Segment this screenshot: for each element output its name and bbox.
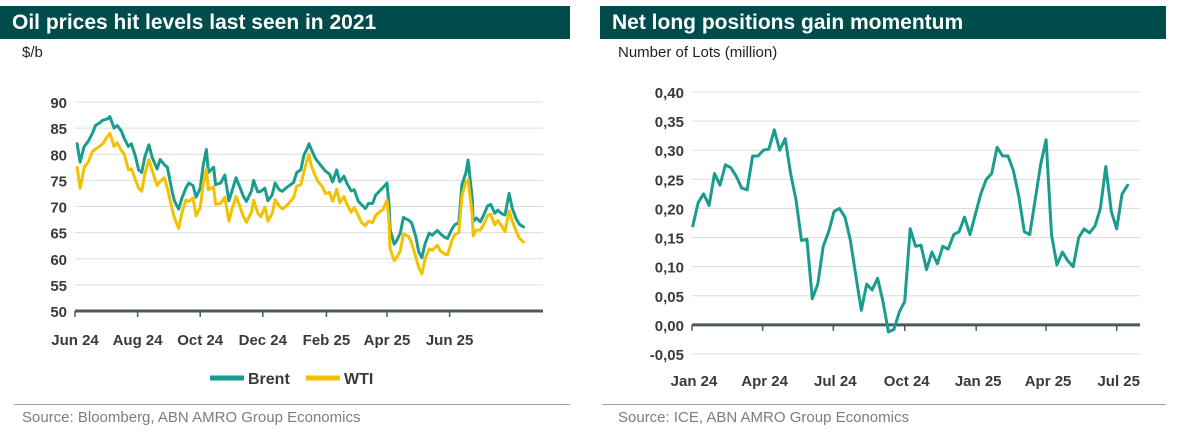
x-tick-label: Aug 24 xyxy=(113,332,164,349)
y-tick-label: 90 xyxy=(50,95,67,112)
y-tick-label: 60 xyxy=(50,252,67,269)
x-tick-label: Apr 25 xyxy=(364,332,411,349)
x-tick-label: Feb 25 xyxy=(303,332,351,349)
x-tick-label: Apr 25 xyxy=(1025,373,1072,390)
source-note: Source: ICE, ABN AMRO Group Economics xyxy=(618,409,909,426)
oil-price-chart: 90 85 80 75 70 65 60 55 50 Jun 24 Aug 24 Oct 24 Dec … xyxy=(50,95,543,388)
y-tick-label: 65 xyxy=(50,226,67,243)
y-tick-label: 0,35 xyxy=(655,114,684,131)
y-axis-unit: $/b xyxy=(22,44,43,61)
x-tick-label: Jul 24 xyxy=(814,373,857,390)
source-note: Source: Bloomberg, ABN AMRO Group Econom… xyxy=(22,409,361,426)
x-tick-label: Jun 24 xyxy=(51,332,99,349)
y-tick-label: 70 xyxy=(50,200,67,217)
y-tick-label: 0,30 xyxy=(655,143,684,160)
legend-label: Brent xyxy=(248,371,290,388)
x-tick-label: Jan 24 xyxy=(671,373,718,390)
y-tick-label: 75 xyxy=(50,173,67,190)
y-tick-label: 85 xyxy=(50,121,67,138)
x-tick-label: Oct 24 xyxy=(177,332,224,349)
x-tick-label: Jun 25 xyxy=(426,332,474,349)
left-chart-panel: Oil prices hit levels last seen in 2021 … xyxy=(0,0,580,433)
legend-label: WTI xyxy=(344,371,373,388)
series-line-brent xyxy=(75,115,525,260)
source-divider xyxy=(14,404,570,405)
chart-title: Oil prices hit levels last seen in 2021 xyxy=(0,6,570,39)
y-tick-label: 0,10 xyxy=(655,260,684,277)
y-tick-label: 0,05 xyxy=(655,289,684,306)
x-tick-label: Jan 25 xyxy=(955,373,1002,390)
y-tick-label: 55 xyxy=(50,278,67,295)
y-tick-label: 0,20 xyxy=(655,201,684,218)
source-divider xyxy=(602,404,1166,405)
y-tick-label: 80 xyxy=(50,147,67,164)
net-long-positions-chart: 0,40 0,35 0,30 0,25 0,20 0,15 0,10 0,05 0,00 -0,0… xyxy=(650,85,1140,390)
x-tick-label: Oct 24 xyxy=(884,373,931,390)
y-tick-label: 0,00 xyxy=(655,318,684,335)
y-tick-label: 0,15 xyxy=(655,231,684,248)
y-axis-unit: Number of Lots (million) xyxy=(618,44,778,61)
y-tick-label: 50 xyxy=(50,304,67,321)
series-line-wti xyxy=(75,131,525,276)
series-line-net-long xyxy=(691,128,1130,334)
chart-title: Net long positions gain momentum xyxy=(600,6,1166,39)
y-tick-label: 0,40 xyxy=(655,85,684,102)
y-tick-label: 0,25 xyxy=(655,172,684,189)
right-chart-panel: Net long positions gain momentum Number … xyxy=(598,0,1179,433)
x-tick-label: Dec 24 xyxy=(239,332,288,349)
x-tick-label: Apr 24 xyxy=(741,373,788,390)
y-tick-label: -0,05 xyxy=(650,347,684,364)
x-tick-label: Jul 25 xyxy=(1097,373,1140,390)
